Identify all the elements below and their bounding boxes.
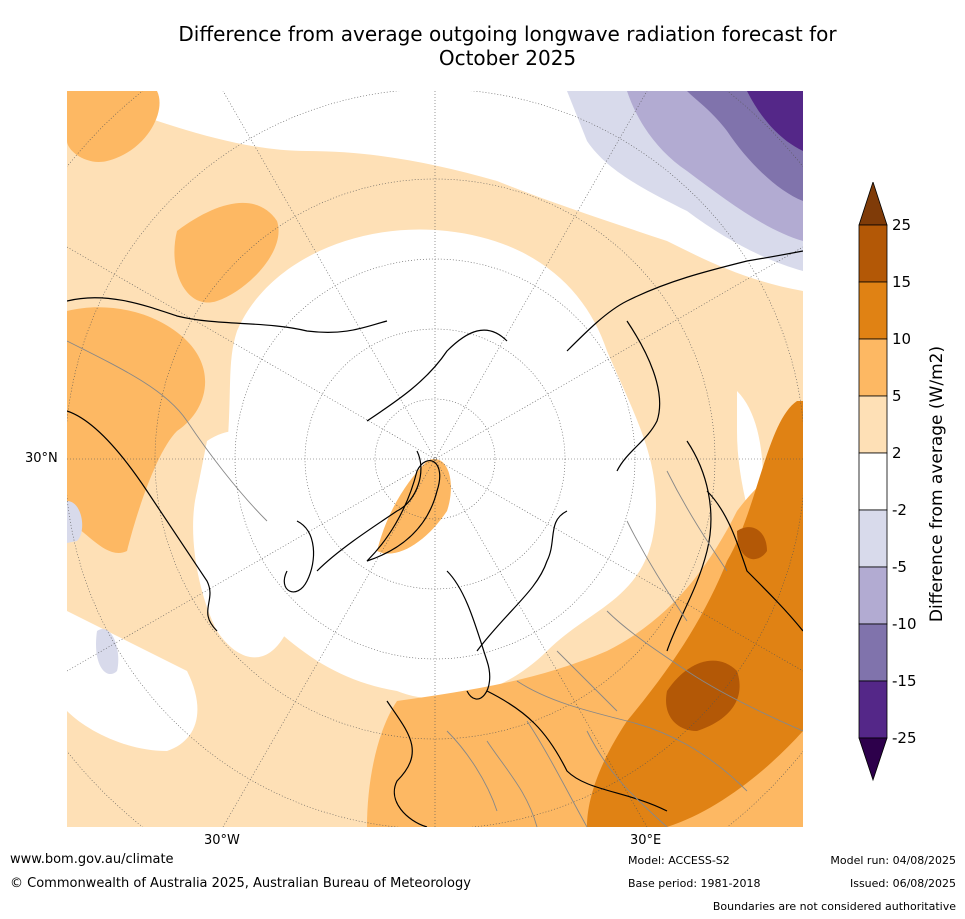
polar-map — [67, 91, 803, 827]
map-canvas — [67, 91, 803, 827]
anomaly-neg15-25 — [747, 91, 803, 151]
lat-label-30n: 30°N — [25, 451, 58, 466]
colorbar-tick: 5 — [892, 387, 902, 405]
lon-label-30w: 30°W — [204, 833, 240, 848]
graticule — [67, 91, 803, 827]
footer-issued: Issued: 06/08/2025 — [849, 877, 956, 890]
footer-disclaimer: Boundaries are not considered authoritat… — [712, 900, 956, 913]
footer-model: Model: ACCESS-S2 — [628, 854, 730, 867]
colorbar-bin-m15-m25 — [858, 680, 888, 739]
footer-website-link[interactable]: www.bom.gov.au/climate — [10, 852, 174, 867]
map-title: Difference from average outgoing longwav… — [60, 22, 955, 70]
anomaly-5-10-top-left — [67, 91, 160, 162]
colorbar-bin-neutral — [858, 452, 888, 511]
footer-copyright: © Commonwealth of Australia 2025, Austra… — [10, 876, 471, 891]
anomaly-neg2-5-west-edge — [67, 501, 83, 543]
anomaly-5-10-pacific — [174, 202, 279, 303]
colorbar-tick: -5 — [892, 558, 907, 576]
neutral-region-north-atlantic — [193, 431, 292, 658]
colorbar-tick: 2 — [892, 444, 902, 462]
anomaly-10-15-central-asia — [587, 401, 803, 827]
colorbar-tick: 25 — [892, 216, 912, 234]
colorbar-bin-15-25 — [858, 224, 888, 283]
colorbar-bin-m5-m10 — [858, 566, 888, 625]
colorbar-extend-high — [858, 180, 888, 226]
anomaly-5-10-north-america — [67, 307, 206, 554]
anomaly-15-25-core — [666, 660, 740, 731]
title-line-1: Difference from average outgoing longwav… — [178, 22, 837, 46]
colorbar-tick: 10 — [892, 330, 912, 348]
colorbar-tick: -25 — [892, 729, 917, 747]
footer-base-period: Base period: 1981-2018 — [628, 877, 761, 890]
colorbar-tick: -2 — [892, 501, 907, 519]
footer-model-run: Model run: 04/08/2025 — [830, 854, 956, 867]
colorbar-tick: -10 — [892, 615, 917, 633]
colorbar-bin-m10-m15 — [858, 623, 888, 682]
colorbar-bin-2-5 — [858, 395, 888, 454]
title-line-2: October 2025 — [438, 46, 577, 70]
colorbar-bin-m2-m5 — [858, 509, 888, 568]
coastlines — [67, 250, 803, 827]
anomaly-15-25-east — [737, 527, 767, 560]
lon-label-30e: 30°E — [630, 833, 662, 848]
colorbar-tick: 15 — [892, 273, 912, 291]
colorbar-svg — [858, 180, 888, 782]
colorbar-extend-low — [858, 737, 888, 782]
colorbar-bin-10-15 — [858, 281, 888, 340]
colorbar-bin-5-10 — [858, 338, 888, 397]
colorbar-tick: -15 — [892, 672, 917, 690]
country-borders — [67, 340, 803, 827]
anomaly-5-10-greenland — [377, 459, 451, 554]
colorbar — [858, 180, 888, 782]
colorbar-title: Difference from average (W/m2) — [927, 345, 947, 623]
